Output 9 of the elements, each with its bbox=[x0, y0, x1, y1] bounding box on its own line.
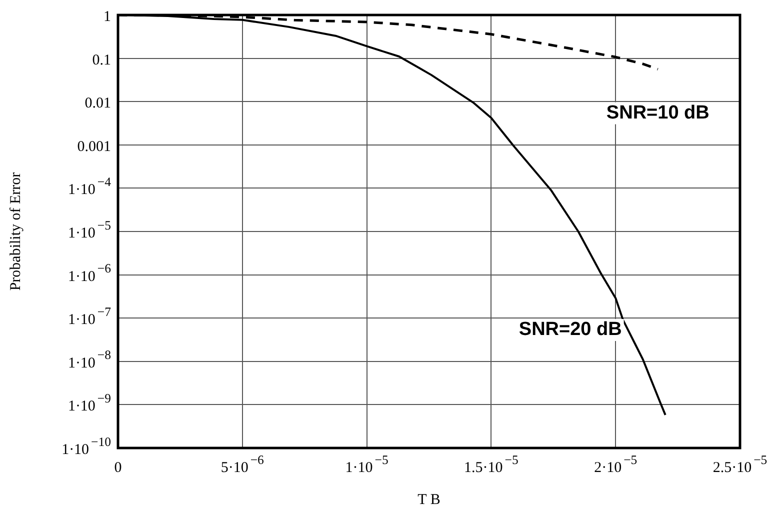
y-axis-title: Probability of Error bbox=[8, 172, 24, 291]
y-tick-label: 0.1 bbox=[92, 52, 111, 68]
y-tick-label: 0.001 bbox=[77, 138, 111, 155]
x-axis-title: T B bbox=[418, 492, 440, 508]
y-tick-label: 0.01 bbox=[84, 96, 111, 112]
series-label: SNR=20 dB bbox=[518, 319, 622, 340]
y-tick-label: 1 bbox=[104, 9, 111, 25]
x-tick-label: 0 bbox=[114, 460, 122, 476]
text: SNR=10 dB bbox=[606, 102, 710, 124]
